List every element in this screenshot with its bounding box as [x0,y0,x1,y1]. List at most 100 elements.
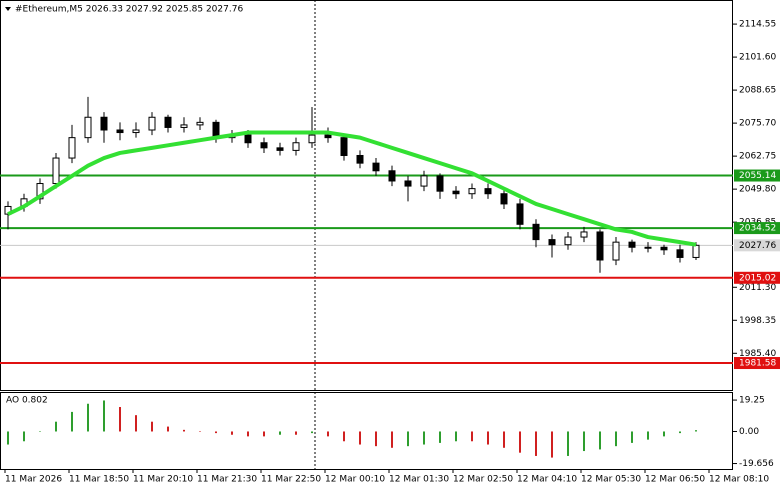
candle-body [628,241,636,248]
ao-bar [535,431,537,456]
candle-body [644,246,652,249]
y-tick-label: 1998.35 [739,316,776,326]
ao-bar [471,431,473,442]
ao-bar [695,430,697,432]
ao-bar [231,431,233,435]
ao-bar [103,400,105,432]
ao-bar [439,431,441,443]
ao-bar [311,431,313,434]
ao-bar [487,431,489,445]
ao-bar [423,431,425,445]
y-tick-label: -19.656 [739,459,774,469]
ao-bar [583,431,585,452]
ao-bar [519,431,521,453]
ao-bar [71,411,73,432]
candle-body [132,129,140,134]
ao-bar [343,431,345,442]
candle-body [116,129,124,134]
candle-body [516,203,524,225]
ao-bar [23,431,25,442]
ao-bar [631,431,633,443]
ao-bar [455,431,457,442]
ao-bar [551,431,553,458]
candle-body [324,134,332,139]
candle-body [372,162,380,172]
x-tick-label: 12 Mar 04:10 [517,475,577,485]
level-box [734,169,780,182]
candle-body [564,236,572,246]
ao-bar [567,431,569,456]
ao-bar [503,431,505,448]
ao-bar [279,431,281,435]
candle-body [356,154,364,164]
level-label: 2055.14 [739,171,776,181]
ao-bar [599,431,601,450]
ao-bar [7,431,9,445]
candle-body [340,137,348,156]
candle-body [436,175,444,192]
candle-body [580,231,588,238]
ao-bar [375,431,377,447]
ao-bar [247,431,249,437]
ao-bar [615,431,617,447]
x-tick-label: 12 Mar 01:30 [389,475,449,485]
y-tick-label: 0.00 [739,427,759,437]
menu-icon [5,7,11,11]
level-label: 2034.52 [739,224,776,234]
y-tick-label: 2011.30 [739,283,776,293]
candle-body [676,249,684,258]
ao-bar [663,431,665,437]
candle-body [452,190,460,195]
y-tick-label: 2049.80 [739,185,776,195]
ao-bar [263,431,265,437]
candle-body [164,116,172,128]
candle-body [420,175,428,187]
candle-body [548,239,556,246]
candle-body [84,116,92,139]
y-tick-label: 2062.75 [739,152,776,162]
level-box [734,357,780,370]
candle-body [148,116,156,131]
candle-body [276,147,284,151]
candle-body [532,223,540,241]
current-price-box [734,239,780,252]
x-tick-label: 12 Mar 00:10 [325,475,385,485]
ao-bar [391,431,393,448]
main-panel [0,0,733,391]
candle-body [260,142,268,149]
candle-body [468,188,476,195]
candle-body [404,180,412,187]
ao-bar [151,421,153,432]
chart-title: #Ethereum,M5 2026.33 2027.92 2025.85 202… [15,5,243,15]
ao-bar [359,431,361,445]
level-label: 2015.02 [739,273,776,283]
y-tick-label: 19.25 [739,396,765,406]
x-tick-label: 11 Mar 21:30 [197,475,257,485]
ao-panel [0,392,733,470]
ao-bar [199,431,201,432]
ao-bar [167,426,169,432]
ao-bar [679,431,681,434]
candle-body [68,137,76,159]
ao-bar [119,407,121,432]
ao-bar [39,431,41,432]
candle-body [596,231,604,261]
candle-body [36,183,44,200]
x-tick-label: 12 Mar 08:10 [709,475,769,485]
level-box [734,271,780,284]
level-label: 1981.58 [739,359,776,369]
candle-body [660,246,668,251]
ao-bar [647,431,649,440]
ao-bar [87,403,89,432]
ao-bar [215,431,217,434]
candle-body [484,188,492,195]
x-tick-label: 11 Mar 20:10 [133,475,193,485]
x-tick-label: 11 Mar 22:50 [261,475,321,485]
moving-average [7,130,697,247]
candle-body [308,134,316,144]
ao-bar [55,421,57,432]
ao-bar [407,431,409,447]
candle-body [180,124,188,128]
current-price-label: 2027.76 [739,241,776,251]
